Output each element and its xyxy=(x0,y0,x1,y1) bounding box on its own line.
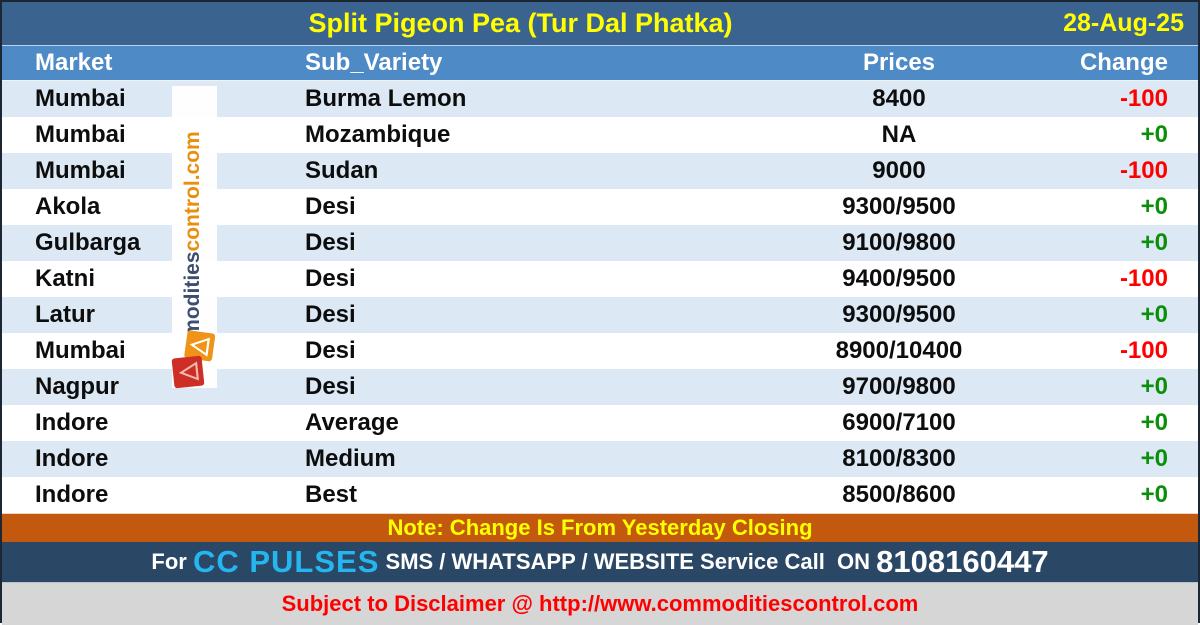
cell-market: Mumbai xyxy=(35,121,126,148)
cell-change: +0 xyxy=(1140,193,1168,220)
service-on-label: ON xyxy=(830,549,877,574)
cell-prices: 8900/10400 xyxy=(835,337,963,364)
disclaimer-bar: Subject to Disclaimer @ http://www.commo… xyxy=(2,582,1198,625)
watermark-text-orange: control.com xyxy=(181,131,204,252)
commoditiescontrol-logo-icon xyxy=(171,330,216,389)
cell-prices: 6900/7100 xyxy=(842,409,956,436)
cell-market: Indore xyxy=(35,481,109,508)
column-header-prices: Prices xyxy=(862,49,936,76)
cell-market: Katni xyxy=(35,265,95,292)
report-date: 28-Aug-25 xyxy=(1063,9,1184,37)
cell-sub-variety: Desi xyxy=(305,301,356,328)
title-bar: Split Pigeon Pea (Tur Dal Phatka) 28-Aug… xyxy=(2,2,1198,45)
table-row: Indore Average 6900/7100 +0 xyxy=(2,405,1198,441)
table-header-row: Market Sub_Variety Prices Change xyxy=(2,45,1198,81)
cell-prices: 9300/9500 xyxy=(842,193,956,220)
service-bar: For CC PULSES SMS / WHATSAPP / WEBSITE S… xyxy=(2,542,1198,582)
page-title: Split Pigeon Pea (Tur Dal Phatka) xyxy=(308,8,733,38)
cell-sub-variety: Mozambique xyxy=(305,121,451,148)
cell-prices: 8100/8300 xyxy=(842,445,956,472)
cell-prices: 9000 xyxy=(872,157,926,184)
cell-market: Indore xyxy=(35,445,109,472)
cell-change: +0 xyxy=(1140,121,1168,148)
cell-market: Gulbarga xyxy=(35,229,141,256)
column-header-market: Market xyxy=(35,49,113,76)
cell-market: Latur xyxy=(35,301,95,328)
cell-market: Mumbai xyxy=(35,85,126,112)
table-row: Indore Medium 8100/8300 +0 xyxy=(2,441,1198,477)
cell-market: Akola xyxy=(35,193,101,220)
service-for-label: For xyxy=(151,549,193,574)
cell-change: +0 xyxy=(1140,409,1168,436)
cell-change: -100 xyxy=(1119,337,1168,364)
column-header-change: Change xyxy=(1079,49,1168,76)
cell-prices: 8400 xyxy=(872,85,926,112)
cell-change: +0 xyxy=(1140,301,1168,328)
cell-sub-variety: Average xyxy=(305,409,399,436)
cell-sub-variety: Desi xyxy=(305,193,356,220)
table-row: Indore Best 8500/8600 +0 xyxy=(2,477,1198,513)
column-header-sub-variety: Sub_Variety xyxy=(305,49,443,76)
cell-prices: 9700/9800 xyxy=(842,373,956,400)
cell-change: +0 xyxy=(1140,373,1168,400)
service-channels-label: SMS / WHATSAPP / WEBSITE Service Call xyxy=(379,549,831,574)
note-bar: Note: Change Is From Yesterday Closing xyxy=(2,513,1198,542)
cell-market: Indore xyxy=(35,409,109,436)
cell-change: -100 xyxy=(1119,85,1168,112)
cell-prices: 9400/9500 xyxy=(842,265,956,292)
cc-pulses-brand: CC PULSES xyxy=(192,544,380,579)
cell-prices: 8500/8600 xyxy=(842,481,956,508)
watermark-strip: commoditiescontrol.com xyxy=(171,86,217,389)
cell-market: Nagpur xyxy=(35,373,119,400)
cell-change: +0 xyxy=(1140,229,1168,256)
cell-market: Mumbai xyxy=(35,157,126,184)
cell-change: -100 xyxy=(1119,265,1168,292)
cell-sub-variety: Desi xyxy=(305,373,356,400)
cell-prices: 9100/9800 xyxy=(842,229,956,256)
cell-sub-variety: Desi xyxy=(305,337,356,364)
cell-sub-variety: Desi xyxy=(305,265,356,292)
cell-change: -100 xyxy=(1119,157,1168,184)
cell-sub-variety: Medium xyxy=(305,445,396,472)
cell-sub-variety: Best xyxy=(305,481,358,508)
cell-sub-variety: Burma Lemon xyxy=(305,85,467,112)
cell-sub-variety: Sudan xyxy=(305,157,379,184)
disclaimer-link[interactable]: Subject to Disclaimer @ http://www.commo… xyxy=(281,591,919,616)
cell-change: +0 xyxy=(1140,445,1168,472)
cell-prices: 9300/9500 xyxy=(842,301,956,328)
cell-prices: NA xyxy=(881,121,917,148)
service-phone-number: 8108160447 xyxy=(876,544,1049,579)
cell-sub-variety: Desi xyxy=(305,229,356,256)
cell-change: +0 xyxy=(1140,481,1168,508)
cell-market: Mumbai xyxy=(35,337,126,364)
